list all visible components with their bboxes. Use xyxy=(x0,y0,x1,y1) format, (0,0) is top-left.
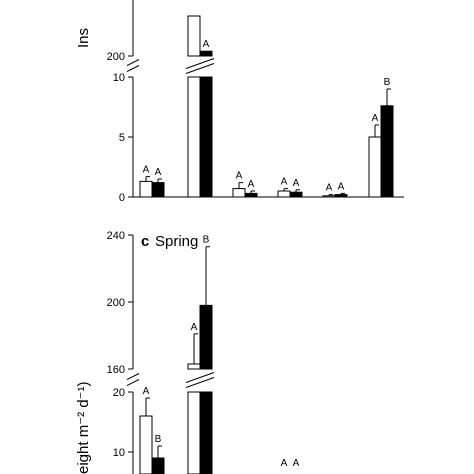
y-tick-label: 20 xyxy=(113,387,125,399)
bar-filled xyxy=(199,50,213,57)
y-tick-label: 10 xyxy=(113,72,125,84)
bar-filled xyxy=(199,304,213,370)
significance-label: A xyxy=(372,113,379,124)
bar-open xyxy=(139,180,153,198)
svg-text:c: c xyxy=(141,233,149,250)
bar-filled xyxy=(334,194,348,198)
significance-label: B xyxy=(203,235,210,246)
significance-label: A xyxy=(143,386,150,397)
y-tick-label: 0 xyxy=(119,192,125,204)
bar-open xyxy=(232,188,246,198)
axis-break-mark xyxy=(126,65,140,72)
bar-open xyxy=(187,76,201,198)
bar-filled xyxy=(151,457,165,474)
significance-label: A xyxy=(203,39,210,50)
significance-label: A xyxy=(155,167,162,178)
bar-break-mark xyxy=(185,372,215,383)
significance-label: A xyxy=(281,177,288,188)
bar-filled xyxy=(199,76,213,198)
y-tick-label: 160 xyxy=(107,364,125,376)
y-tick-label: 200 xyxy=(107,51,125,63)
y-tick-label: 5 xyxy=(119,132,125,144)
bar-open xyxy=(322,195,336,198)
significance-label: B xyxy=(384,77,391,88)
bar-filled xyxy=(380,105,394,198)
significance-label: B xyxy=(155,434,162,445)
significance-label: A xyxy=(338,181,345,192)
axis-break-mark xyxy=(126,373,140,380)
bar-filled xyxy=(151,182,165,198)
svg-text:Spring: Spring xyxy=(155,233,198,250)
significance-label: A xyxy=(236,171,243,182)
bar-open xyxy=(187,363,201,370)
bar-break-mark xyxy=(185,377,215,388)
axis-break-mark xyxy=(126,59,140,66)
y-tick-label: 200 xyxy=(107,297,125,309)
bar-break-mark xyxy=(185,58,215,69)
bar-filled xyxy=(289,191,303,198)
significance-label: A xyxy=(293,178,300,189)
bar-open xyxy=(187,391,201,474)
significance-label: A xyxy=(281,458,288,469)
ylabel-bottom: eight m⁻² d⁻¹) xyxy=(75,381,92,474)
significance-label: A xyxy=(191,322,198,333)
bar-open xyxy=(139,415,153,474)
significance-label: A xyxy=(248,179,255,190)
axis-break-mark xyxy=(126,379,140,386)
significance-label: A xyxy=(293,458,300,469)
bar-open xyxy=(277,190,291,198)
bar-filled xyxy=(244,192,258,198)
significance-label: A xyxy=(143,165,150,176)
significance-label: A xyxy=(326,183,333,194)
bar-filled xyxy=(199,391,213,474)
ylabel-top: Ins xyxy=(75,28,92,48)
panel-c-title: c Spring xyxy=(141,233,198,250)
bar-open xyxy=(368,136,382,198)
y-tick-label: 10 xyxy=(113,447,125,459)
bar-break-mark xyxy=(185,63,215,74)
y-tick-label: 240 xyxy=(107,230,125,242)
bar-open xyxy=(187,15,201,57)
